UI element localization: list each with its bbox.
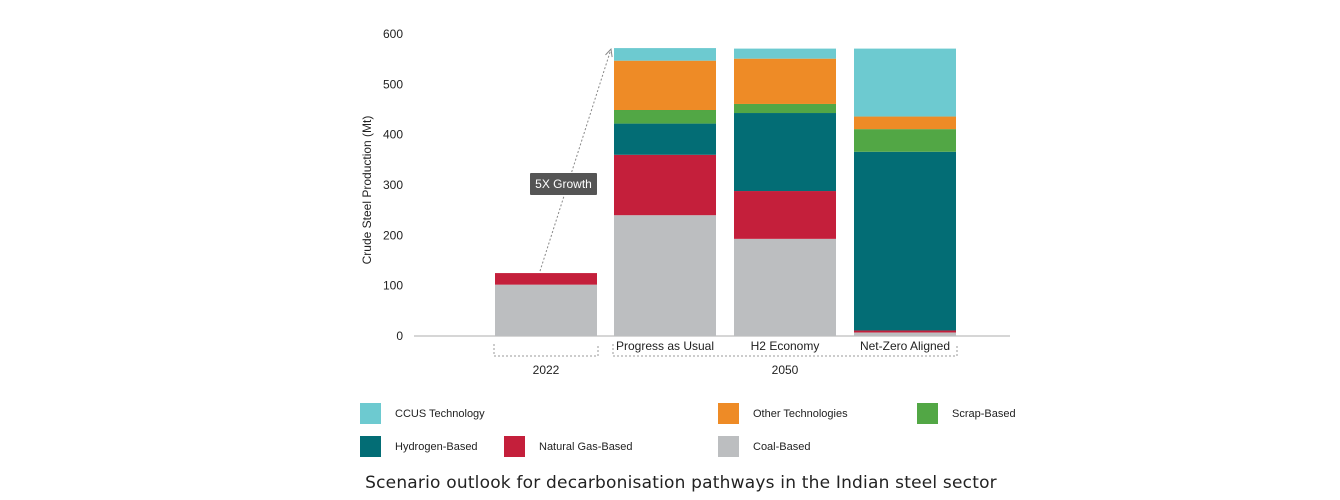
y-tick-label: 400 [383, 128, 403, 142]
bar-segment-scrap-based [614, 110, 716, 124]
bar-segment-natural-gas-based [614, 154, 716, 216]
growth-annotation-box [530, 173, 597, 195]
bar-segment-scrap-based [854, 129, 956, 152]
group-bracket [493, 344, 599, 357]
y-tick-label: 500 [383, 77, 403, 91]
bar-segment-coal-based [495, 284, 597, 336]
bar-segment-coal-based [734, 238, 836, 336]
group-label: 2022 [533, 363, 560, 377]
bar-segment-natural-gas-based [734, 191, 836, 239]
bar-segment-hydrogen-based [614, 123, 716, 155]
y-tick-label: 300 [383, 178, 403, 192]
bar-segment-other-technologies [614, 60, 716, 111]
bar-segment-hydrogen-based [734, 113, 836, 192]
category-label: Progress as Usual [616, 339, 714, 353]
y-tick-label: 200 [383, 228, 403, 242]
category-label: H2 Economy [751, 339, 820, 353]
bar-segment-scrap-based [734, 103, 836, 114]
bar-segment-natural-gas-based [495, 273, 597, 285]
bar-segment-ccus-technology [854, 48, 956, 117]
bar-segment-coal-based [614, 215, 716, 336]
bar-segment-ccus-technology [734, 48, 836, 59]
category-label: Net-Zero Aligned [860, 339, 950, 353]
growth-annotation-text: 5X Growth [535, 177, 592, 191]
growth-arrowhead [605, 47, 613, 58]
y-axis-label: Crude Steel Production (Mt) [360, 116, 374, 265]
group-bracket [612, 344, 958, 357]
bar-segment-other-technologies [854, 116, 956, 130]
stacked-bar-chart: Crude Steel Production (Mt) 0 100 200 300 40… [360, 27, 1010, 377]
figure-caption: Scenario outlook for decarbonisation pat… [365, 473, 997, 493]
y-tick-label: 600 [383, 27, 403, 41]
group-label: 2050 [772, 363, 799, 377]
bar-segment-hydrogen-based [854, 151, 956, 331]
y-tick-label: 100 [383, 279, 403, 293]
bar-segment-natural-gas-based [854, 330, 956, 333]
y-tick-label: 0 [396, 329, 403, 343]
bar-segment-ccus-technology [614, 48, 716, 61]
bar-segment-other-technologies [734, 58, 836, 104]
bar-segment-coal-based [854, 332, 956, 336]
growth-arrow-line [539, 48, 612, 272]
